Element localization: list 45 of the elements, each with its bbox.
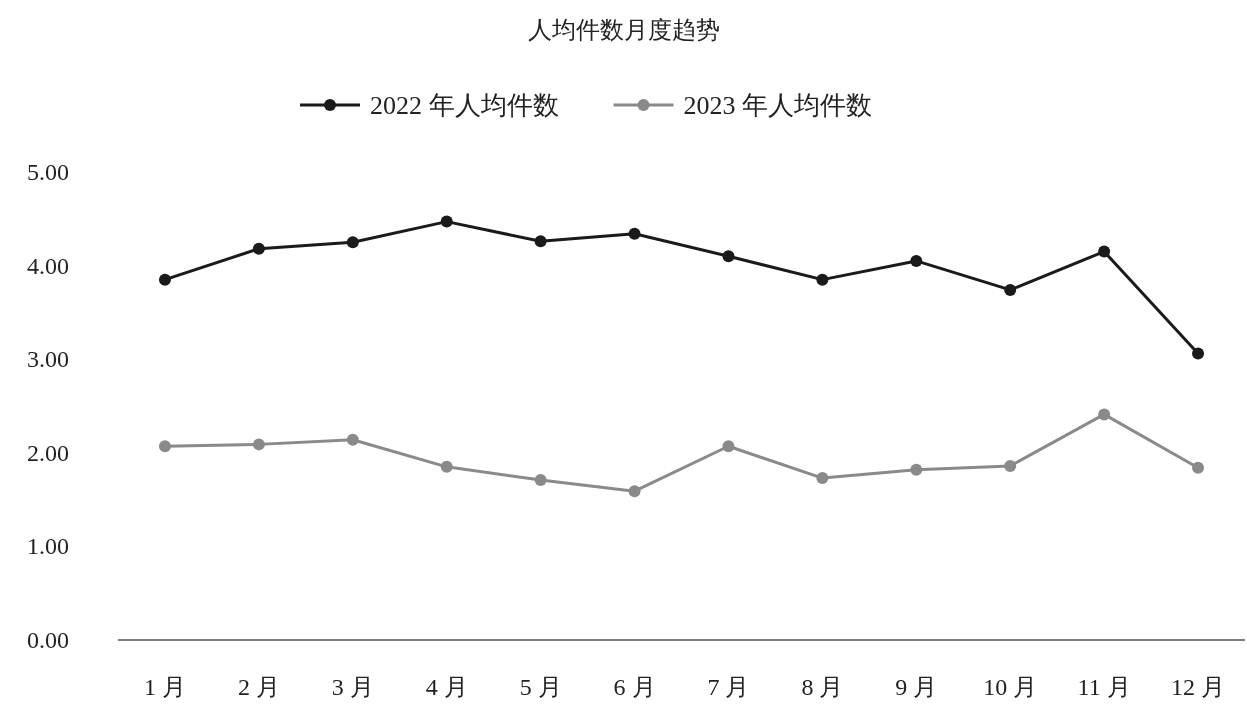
point [346, 433, 359, 446]
point [722, 250, 735, 263]
point [1004, 283, 1017, 296]
legend-label: 2022 年人均件数 [370, 91, 559, 120]
point [910, 463, 923, 476]
x-tick-label: 6 月 [613, 674, 656, 700]
y-tick-label: 1.00 [27, 533, 69, 560]
point [628, 227, 641, 240]
point [1192, 461, 1205, 474]
legend-label: 2023 年人均件数 [683, 91, 872, 120]
x-tick-label: 5 月 [519, 674, 562, 700]
x-tick-label: 2 月 [237, 674, 280, 700]
x-tick-label: 9 月 [895, 674, 938, 700]
y-tick-label: 4.00 [27, 252, 69, 279]
x-tick-label: 11 月 [1077, 674, 1131, 700]
point [816, 472, 829, 485]
point [1004, 459, 1017, 472]
point [628, 485, 641, 498]
point [910, 254, 923, 267]
point [722, 440, 735, 453]
x-tick-label: 10 月 [983, 674, 1038, 700]
y-tick-label: 5.00 [27, 159, 69, 185]
point [1098, 408, 1111, 421]
x-tick-label: 8 月 [801, 674, 844, 700]
x-tick-label: 12 月 [1171, 674, 1226, 700]
x-tick-label: 3 月 [331, 674, 374, 700]
point [346, 236, 359, 249]
x-tick-label: 1 月 [143, 674, 186, 700]
point [440, 460, 453, 473]
x-tick-label: 4 月 [425, 674, 468, 700]
chart-title: 人均件数月度趋势 [527, 17, 720, 43]
point [158, 440, 171, 453]
point [534, 473, 547, 486]
point [252, 242, 265, 255]
y-tick-label: 3.00 [27, 346, 69, 373]
x-tick-label: 7 月 [707, 674, 750, 700]
point [158, 273, 171, 286]
point [252, 438, 265, 451]
y-tick-label: 0.00 [27, 627, 69, 653]
point [1192, 347, 1205, 360]
point [440, 215, 453, 228]
point [1098, 245, 1111, 258]
point [534, 235, 547, 248]
y-tick-label: 2.00 [27, 439, 69, 466]
point [816, 273, 829, 286]
